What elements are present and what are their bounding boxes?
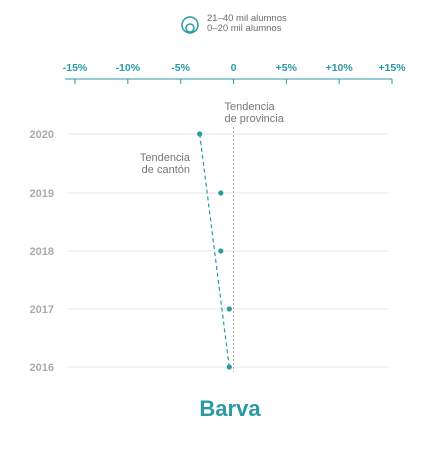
x-tick-label: +10% <box>326 62 354 74</box>
legend-item-large: 21–40 mil alumnos <box>207 13 287 24</box>
year-label: 2018 <box>30 246 54 258</box>
x-tick-label: -10% <box>116 62 141 74</box>
year-label: 2016 <box>30 362 54 374</box>
data-point <box>226 364 232 370</box>
x-tick-label: -5% <box>171 62 190 74</box>
x-tick-label: 0 <box>231 62 237 74</box>
data-point <box>218 190 224 196</box>
year-label: 2017 <box>30 304 54 316</box>
data-point <box>197 131 203 137</box>
nested-circles-icon <box>181 16 199 34</box>
legend-item-small: 0–20 mil alumnos <box>207 23 282 34</box>
year-label: 2020 <box>30 129 54 141</box>
x-tick-label: -15% <box>63 62 88 74</box>
legend: 21–40 mil alumnos 0–20 mil alumnos <box>180 12 380 40</box>
province-trend-label: Tendencia <box>225 101 276 113</box>
data-point <box>218 248 224 254</box>
canton-trend-label: de cantón <box>142 164 190 176</box>
chart-title: Barva <box>199 396 261 421</box>
data-point <box>226 306 232 312</box>
x-tick-label: +5% <box>276 62 298 74</box>
x-tick-label: +15% <box>378 62 406 74</box>
canton-trend-label: Tendencia <box>140 152 191 164</box>
province-trend-label: de provincia <box>225 113 285 125</box>
year-label: 2019 <box>30 188 54 200</box>
